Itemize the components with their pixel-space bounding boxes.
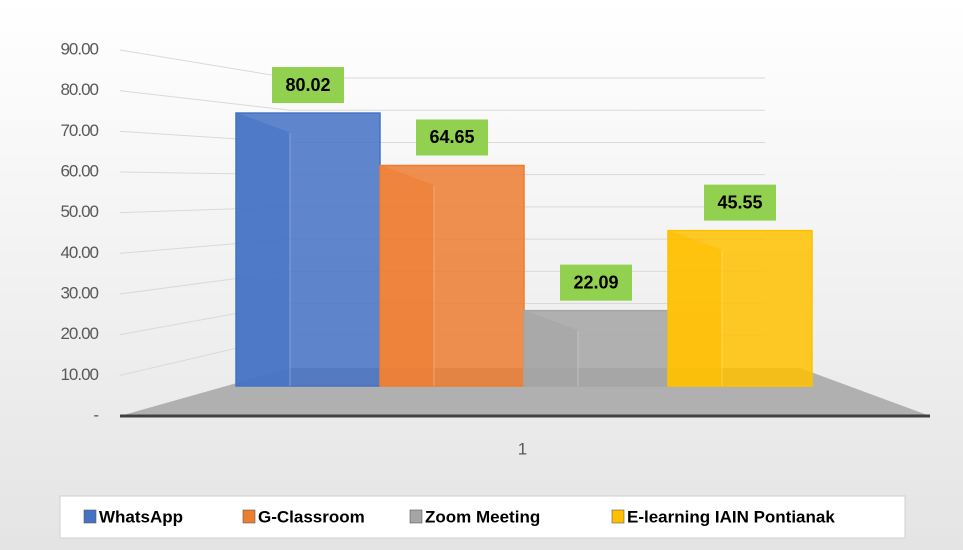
y-tick-label: 40.00 (60, 243, 98, 262)
legend-box (59, 495, 906, 539)
value-label-box (560, 264, 632, 301)
value-label-box (704, 184, 776, 221)
value-label: 45.55 (717, 192, 762, 212)
bar (523, 309, 669, 387)
legend-swatch (611, 509, 625, 524)
y-tick-label: - (93, 405, 98, 424)
y-tick-label: 90.00 (60, 39, 98, 58)
legend-swatch (83, 509, 97, 524)
y-tick-label: 80.00 (60, 80, 98, 99)
legend-swatch (409, 509, 423, 524)
grid-line (119, 90, 765, 111)
y-tick-label: 60.00 (60, 161, 98, 180)
bar (379, 164, 525, 387)
y-tick-label: 20.00 (60, 324, 98, 343)
x-tick-label: 1 (518, 439, 527, 458)
y-tick-label: 10.00 (60, 365, 98, 384)
y-tick-label: 30.00 (60, 283, 98, 302)
bar (235, 112, 381, 387)
legend-label: G-Classroom (258, 507, 365, 526)
bar (667, 229, 813, 387)
legend-label: WhatsApp (99, 507, 183, 526)
value-label-box (272, 67, 344, 104)
legend-swatch (242, 509, 256, 524)
legend-label: E-learning IAIN Pontianak (627, 507, 835, 526)
y-tick-label: 50.00 (60, 202, 98, 221)
value-label: 64.65 (429, 127, 474, 147)
value-label: 22.09 (573, 272, 618, 292)
value-label: 80.02 (285, 75, 330, 95)
y-tick-label: 70.00 (60, 121, 98, 140)
legend-label: Zoom Meeting (425, 507, 540, 526)
value-label-box (416, 119, 488, 156)
